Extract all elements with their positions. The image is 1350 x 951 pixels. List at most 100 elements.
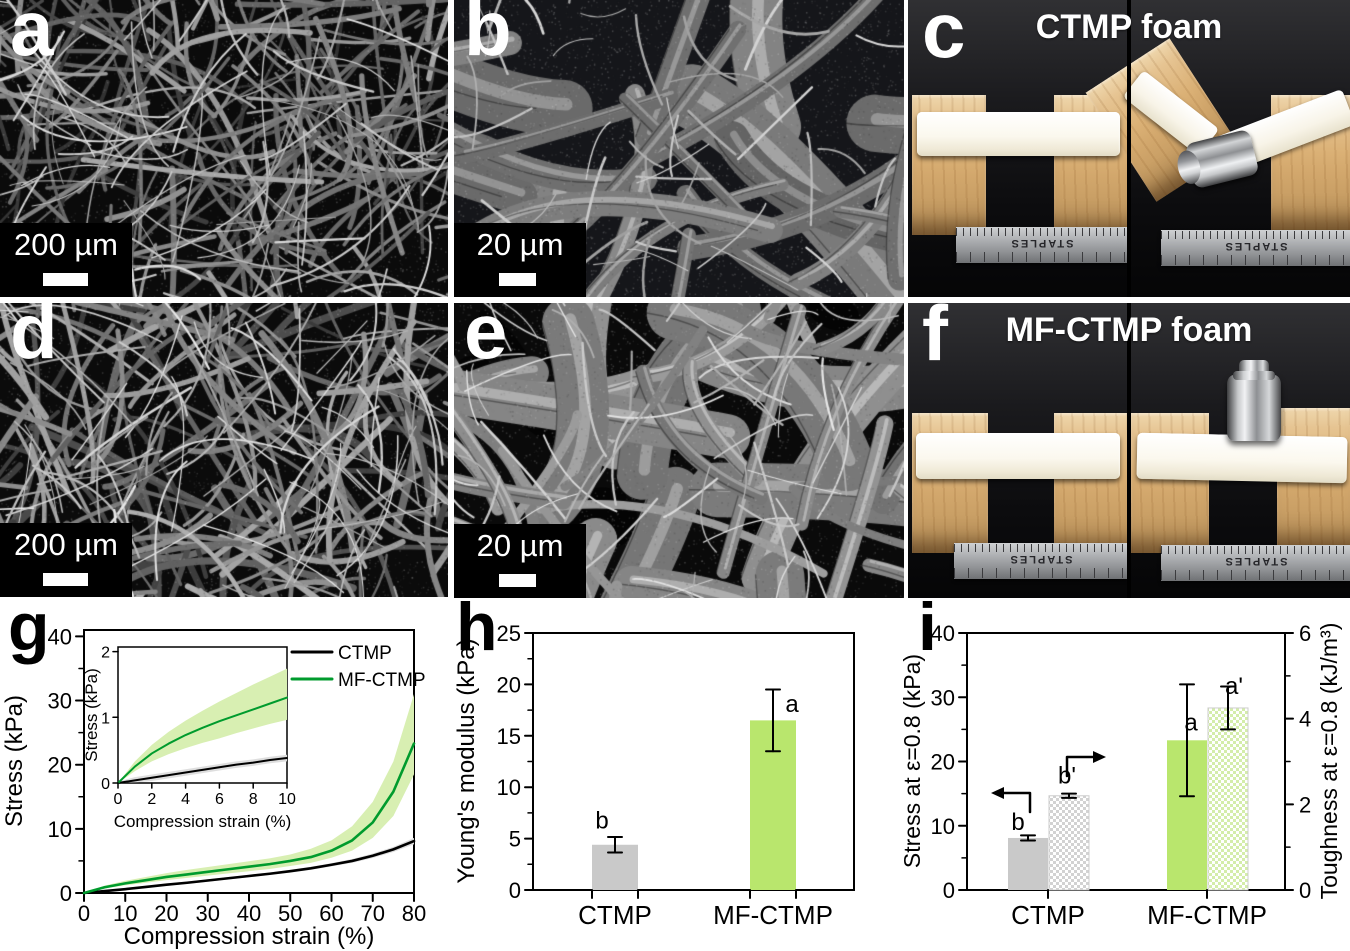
panel-c-title: CTMP foam — [1035, 8, 1223, 46]
ruler: STAPLES — [1161, 545, 1350, 581]
y-tick-label: 20 — [48, 753, 72, 778]
ruler: STAPLES — [956, 227, 1127, 263]
sig-label-b: b — [1011, 809, 1024, 836]
panel-letter-a: a — [10, 0, 54, 72]
ruler-brand-text: STAPLES — [1223, 240, 1288, 252]
photo-ctmp-intact: STAPLES — [908, 0, 1130, 297]
scalebar-e: 20 µm — [454, 524, 586, 598]
stress-toughness-plot: 0 10 20 30 40 0 2 4 6 Stress at ε=0.8 (kPa) Toughn… — [900, 621, 1342, 930]
panel-letter-f: f — [922, 303, 948, 377]
panel-letter-g: g — [8, 600, 50, 665]
inset-band — [118, 668, 287, 783]
inset-x-tick-label: 0 — [114, 791, 123, 808]
panel-letter-d: d — [10, 303, 58, 375]
inset-x-tick-label: 8 — [249, 791, 258, 808]
scalebar-e-bar — [499, 574, 536, 587]
y-tick-label: 5 — [509, 827, 521, 852]
panel-i-stress-toughness-chart: 0 10 20 30 40 0 2 4 6 Stress at ε=0.8 (kPa) Toughn… — [900, 600, 1350, 951]
inset-x-tick-label: 6 — [215, 791, 224, 808]
scalebar-e-text: 20 µm — [476, 528, 564, 563]
panel-g-stress-strain-chart: 0 10 20 30 40 50 60 70 80 0 10 20 30 40 Compression st… — [0, 600, 448, 951]
right-axis-arrow — [1065, 755, 1098, 778]
photo-mfctmp-intact: STAPLES — [908, 303, 1130, 598]
x-tick-label: 80 — [402, 901, 426, 926]
inset-y-axis-title: Stress (kPa) — [82, 668, 101, 762]
panel-h-youngs-modulus-chart: 0 5 10 15 20 25 Young's modulus (kPa) CTMP MF-CT… — [450, 600, 905, 951]
x-tick-label: 0 — [78, 901, 90, 926]
inset-y-tick-label: 2 — [101, 645, 110, 662]
category-label: MF-CTMP — [1147, 900, 1267, 930]
ruler-brand-text: STAPLES — [1008, 553, 1073, 565]
scalebar-d-bar — [43, 573, 88, 586]
inset-x-tick-label: 2 — [147, 791, 156, 808]
scalebar-a: 200 µm — [0, 223, 132, 297]
ruler-ticks — [954, 568, 1127, 578]
error-bar — [1061, 792, 1077, 799]
ruler-ticks — [1161, 546, 1350, 554]
left-y-tick-label: 20 — [931, 750, 955, 775]
ruler-brand-text: STAPLES — [1009, 237, 1074, 249]
x-tick-label: 50 — [278, 901, 302, 926]
foam-beam — [916, 433, 1120, 479]
photo-mfctmp-holding-weight: STAPLES — [1131, 303, 1350, 598]
y-axis-title: Young's modulus (kPa) — [453, 638, 480, 883]
y-tick-label: 25 — [497, 621, 521, 646]
foam-beam — [917, 112, 1120, 156]
curve-CTMP — [82, 839, 416, 895]
confidence-band — [84, 694, 414, 893]
ruler-ticks — [954, 544, 1127, 552]
scalebar-a-text: 200 µm — [13, 227, 119, 262]
ruler-ticks — [1161, 231, 1350, 239]
inset-y-tick-label: 0 — [101, 776, 110, 793]
panel-a-sem-ctmp-low: a 200 µm — [0, 0, 448, 297]
scalebar-b: 20 µm — [454, 223, 586, 297]
ruler: STAPLES — [954, 543, 1127, 579]
photo-ctmp-broken: STAPLES — [1085, 0, 1350, 297]
right-y-tick-label: 4 — [1299, 707, 1311, 732]
right-y-tick-label: 0 — [1299, 878, 1311, 903]
scalebar-b-bar — [499, 273, 536, 286]
inset-x-tick-label: 4 — [181, 791, 190, 808]
right-y-tick-label: 6 — [1299, 621, 1311, 646]
inset-y-tick-label: 1 — [101, 710, 110, 727]
panel-letter-b: b — [464, 0, 512, 72]
panel-letter-i: i — [918, 600, 937, 665]
inset-x-tick-label: 10 — [278, 791, 296, 808]
x-tick-label: 10 — [113, 901, 137, 926]
y-tick-label: 0 — [509, 878, 521, 903]
panel-e-sem-mfctmp-high: e 20 µm — [454, 303, 904, 598]
legend-label: MF-CTMP — [338, 670, 426, 691]
x-tick-label: 40 — [237, 901, 261, 926]
x-tick-label: 30 — [196, 901, 220, 926]
sig-label-a: a — [1184, 710, 1198, 737]
photo-divider — [1127, 303, 1131, 598]
sig-label-a-prime: a' — [1225, 673, 1243, 700]
y-tick-label: 15 — [497, 724, 521, 749]
bar-toughness-MF-CTMP — [1207, 707, 1249, 891]
ruler-ticks — [956, 252, 1127, 262]
scalebar-d-text: 200 µm — [13, 527, 119, 562]
scalebar-d: 200 µm — [0, 523, 132, 597]
right-y-tick-label: 2 — [1299, 792, 1311, 817]
left-y-axis-title: Stress at ε=0.8 (kPa) — [900, 654, 925, 868]
panel-letter-h: h — [456, 600, 498, 665]
left-y-tick-label: 10 — [931, 814, 955, 839]
y-tick-label: 40 — [48, 624, 72, 649]
error-bar — [1220, 685, 1236, 731]
y-tick-label: 0 — [60, 881, 72, 906]
error-bar — [1020, 834, 1036, 842]
weight-stem — [1233, 371, 1275, 380]
bar-toughness-CTMP — [1048, 795, 1090, 891]
ruler: STAPLES — [1161, 230, 1350, 266]
x-tick-label: 20 — [154, 901, 178, 926]
youngs-modulus-plot: 0 5 10 15 20 25 Young's modulus (kPa) CTMP MF-CT… — [453, 621, 855, 930]
ruler-ticks — [956, 228, 1127, 236]
x-tick-label: 60 — [319, 901, 343, 926]
scalebar-b-text: 20 µm — [476, 227, 564, 262]
curve-MF-CTMP — [82, 742, 416, 895]
y-tick-label: 10 — [48, 817, 72, 842]
panel-f-title: MF-CTMP foam — [1005, 311, 1253, 349]
category-label: MF-CTMP — [713, 900, 833, 930]
x-axis-title: Compression strain (%) — [124, 923, 375, 950]
